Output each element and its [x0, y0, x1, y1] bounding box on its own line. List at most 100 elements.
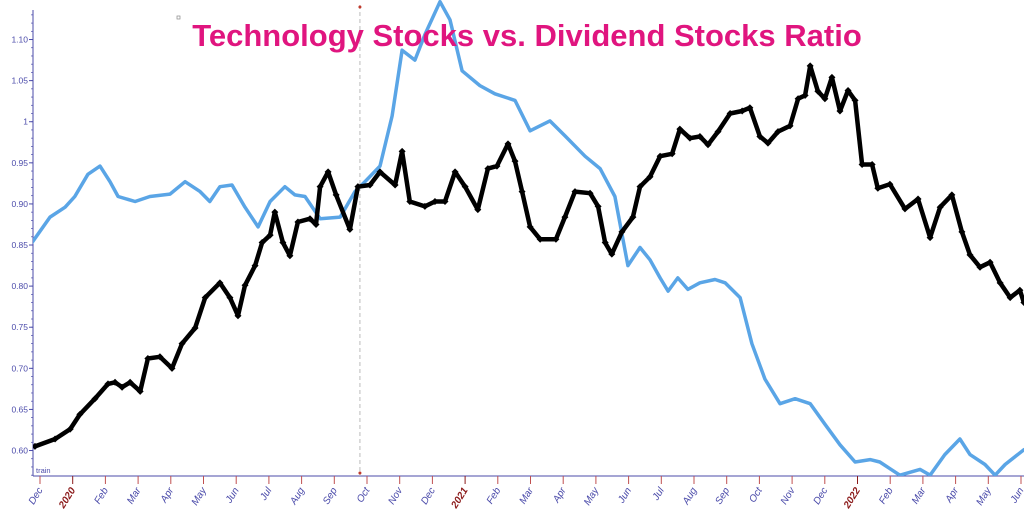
data-point-black — [976, 263, 984, 271]
x-tick-label: Nov — [386, 485, 405, 507]
data-point-black — [51, 435, 59, 443]
data-point-black — [636, 183, 644, 191]
x-tick-label: Oct — [355, 485, 373, 505]
x-tick-label: Nov — [779, 485, 798, 507]
data-point-black — [136, 387, 144, 395]
data-point-black — [851, 96, 859, 104]
y-tick-label: 0.75 — [11, 322, 28, 332]
data-point-black — [536, 235, 544, 243]
data-point-black — [696, 133, 704, 141]
x-tick-label: May — [974, 485, 994, 508]
data-point-black — [398, 147, 406, 155]
data-point-black — [774, 128, 782, 136]
x-tick-label: Oct — [747, 485, 765, 505]
data-point-black — [111, 378, 119, 386]
data-point-black — [511, 157, 519, 165]
x-tick-label: Aug — [680, 485, 700, 507]
data-point-black — [858, 160, 866, 168]
data-point-black — [801, 91, 809, 99]
marker-line-top-dot — [358, 5, 362, 9]
data-point-black — [431, 197, 439, 205]
data-point-black — [926, 234, 934, 242]
data-point-black — [286, 252, 294, 260]
data-point-black — [608, 250, 616, 258]
data-point-black — [836, 107, 844, 115]
data-point-black — [996, 279, 1004, 287]
data-point-black — [686, 134, 694, 142]
data-point-black — [668, 150, 676, 158]
y-tick-label: 0.85 — [11, 240, 28, 250]
series-black — [33, 62, 1024, 450]
data-point-black — [324, 168, 332, 176]
x-tick-label: Aug — [288, 485, 308, 507]
data-point-black — [936, 203, 944, 211]
data-point-black — [1020, 299, 1024, 307]
data-point-black — [316, 183, 324, 191]
data-point-black — [144, 354, 152, 362]
x-tick-label: Sep — [321, 485, 340, 506]
data-point-black — [294, 218, 302, 226]
data-point-black — [346, 225, 354, 233]
y-tick-label: 0.65 — [11, 404, 28, 414]
data-point-black — [738, 107, 746, 115]
data-point-black — [656, 152, 664, 160]
data-point-black — [594, 202, 602, 210]
data-point-black — [886, 180, 894, 188]
data-point-black — [868, 160, 876, 168]
data-point-black — [958, 228, 966, 236]
marker-line-bottom-dot — [358, 471, 362, 475]
data-point-black — [526, 223, 534, 231]
data-point-black — [251, 262, 259, 270]
x-tick-label: Dec — [812, 486, 831, 507]
data-point-black — [126, 378, 134, 386]
data-point-black — [271, 208, 279, 216]
data-point-black — [874, 184, 882, 192]
data-point-black — [714, 128, 722, 136]
data-point-black — [279, 239, 287, 247]
corner-label: train — [36, 466, 51, 475]
data-point-black — [234, 312, 242, 320]
series-blue — [33, 0, 1024, 476]
data-point-black — [366, 181, 374, 189]
x-tick-label: 2020 — [57, 485, 79, 511]
x-tick-label: Apr — [551, 485, 569, 505]
data-point-black — [561, 213, 569, 221]
x-tick-label: Mar — [518, 485, 537, 506]
data-point-black — [391, 181, 399, 189]
data-point-black — [201, 294, 209, 302]
x-tick-label: Jul — [650, 485, 667, 503]
data-point-black — [178, 340, 186, 348]
data-point-black — [986, 258, 994, 266]
chart-title: Technology Stocks vs. Dividend Stocks Ra… — [192, 18, 862, 53]
data-point-black — [312, 220, 320, 228]
data-point-black — [66, 425, 74, 433]
data-point-black — [844, 86, 852, 94]
data-point-black — [441, 197, 449, 205]
data-point-black — [474, 206, 482, 214]
data-point-black — [746, 104, 754, 112]
data-point-black — [484, 165, 492, 173]
data-point-black — [76, 410, 84, 418]
data-point-black — [493, 162, 501, 170]
x-tick-label: Jul — [258, 485, 275, 503]
y-tick-label: 1.05 — [11, 76, 28, 86]
x-tick-label: Jun — [1008, 485, 1024, 506]
y-tick-label: 0.90 — [11, 199, 28, 209]
x-tick-label: Feb — [92, 485, 111, 506]
data-point-black — [332, 191, 340, 199]
data-point-black — [156, 353, 164, 361]
data-point-black — [33, 442, 39, 450]
x-tick-label: May — [582, 485, 602, 508]
y-tick-label: 0.80 — [11, 281, 28, 291]
x-tick-label: 2022 — [841, 485, 863, 511]
x-tick-label: Jun — [223, 485, 242, 506]
data-point-black — [518, 188, 526, 196]
data-point-black — [821, 95, 829, 103]
data-point-black — [704, 141, 712, 149]
data-point-black — [104, 380, 112, 388]
x-tick-label: May — [190, 485, 210, 508]
y-tick-label: 0.70 — [11, 363, 28, 373]
data-point-black — [168, 364, 176, 372]
data-point-black — [914, 195, 922, 203]
x-tick-label: Dec — [27, 486, 46, 507]
